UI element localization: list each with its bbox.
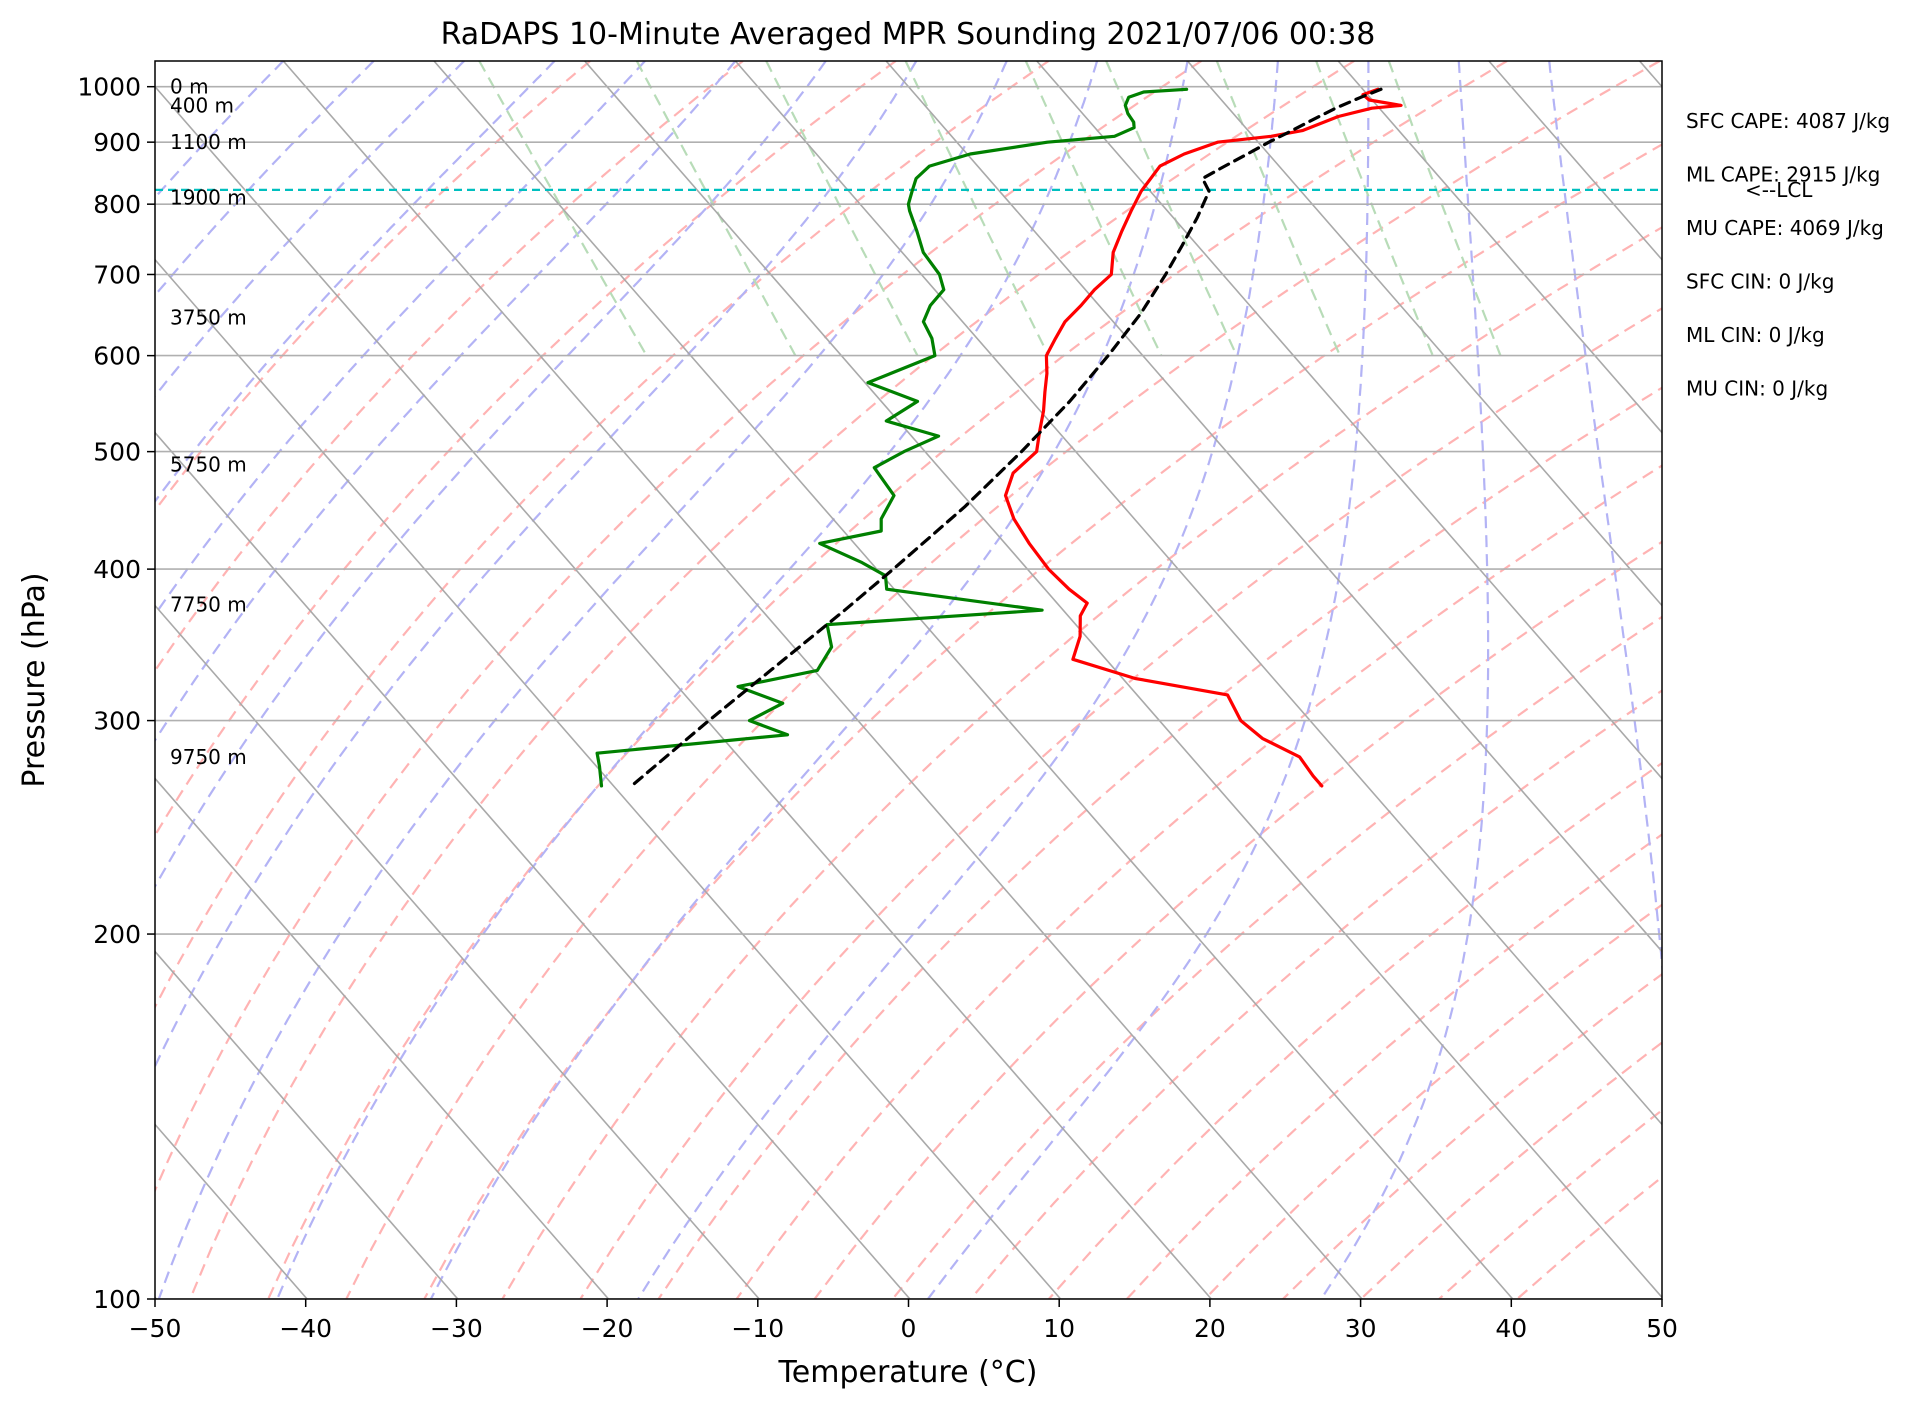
moist-adiabat bbox=[0, 61, 645, 1299]
moist-adiabat bbox=[1321, 61, 1488, 1299]
height-label: 5750 m bbox=[170, 452, 247, 476]
x-tick-label: 50 bbox=[1646, 1314, 1678, 1343]
isotherm-line bbox=[133, 61, 1212, 1299]
dry-adiabat bbox=[346, 61, 1660, 1299]
x-axis-label: Temperature (°C) bbox=[778, 1355, 1038, 1390]
x-tick-label: 20 bbox=[1194, 1314, 1226, 1343]
plot-frame bbox=[155, 61, 1662, 1299]
isotherm-line bbox=[283, 61, 1362, 1299]
dry-adiabat bbox=[1127, 61, 1925, 1299]
mixing-ratio-line bbox=[637, 61, 796, 356]
isotherm-line bbox=[585, 61, 1664, 1299]
dry-adiabat bbox=[815, 61, 1925, 1299]
y-tick-label: 100 bbox=[93, 1285, 141, 1314]
height-label: 400 m bbox=[170, 93, 234, 117]
y-tick-label: 600 bbox=[93, 342, 141, 371]
x-tick-label: −30 bbox=[430, 1314, 483, 1343]
dry-adiabat bbox=[659, 61, 1925, 1299]
moist-adiabat bbox=[159, 61, 1007, 1299]
chart-title: RaDAPS 10-Minute Averaged MPR Sounding 2… bbox=[441, 17, 1376, 52]
dry-adiabat bbox=[1361, 61, 1925, 1299]
index-value: MU CIN: 0 J/kg bbox=[1686, 377, 1828, 401]
index-value: ML CAPE: 2915 J/kg bbox=[1686, 163, 1880, 187]
mixing-ratio-line bbox=[766, 61, 917, 356]
index-value: SFC CIN: 0 J/kg bbox=[1686, 270, 1834, 294]
x-tick-label: 30 bbox=[1345, 1314, 1377, 1343]
y-tick-label: 400 bbox=[93, 555, 141, 584]
y-axis-label: Pressure (hPa) bbox=[17, 572, 52, 787]
x-tick-label: −40 bbox=[279, 1314, 332, 1343]
x-tick-label: 0 bbox=[901, 1314, 917, 1343]
isotherm-line bbox=[0, 61, 759, 1299]
y-tick-label: 700 bbox=[93, 260, 141, 289]
moist-adiabat bbox=[0, 61, 464, 1299]
mixing-ratio-line bbox=[1316, 61, 1433, 356]
background-lines bbox=[0, 61, 1925, 1299]
dry-adiabat bbox=[1283, 61, 1925, 1299]
y-tick-label: 200 bbox=[93, 920, 141, 949]
height-label: 1900 m bbox=[170, 186, 247, 210]
parcel-path bbox=[632, 89, 1381, 786]
temperature-profile bbox=[1006, 89, 1402, 786]
isotherm-line bbox=[1188, 61, 1925, 1299]
dry-adiabat bbox=[0, 61, 896, 1299]
dry-adiabat bbox=[268, 61, 1507, 1299]
height-label: 7750 m bbox=[170, 593, 247, 617]
dewpoint-profile bbox=[597, 89, 1187, 786]
dry-adiabat bbox=[1439, 61, 1925, 1299]
moist-adiabat bbox=[64, 61, 916, 1299]
isotherm-line bbox=[735, 61, 1814, 1299]
y-tick-label: 1000 bbox=[77, 73, 141, 102]
x-tick-label: −10 bbox=[731, 1314, 784, 1343]
index-value: MU CAPE: 4069 J/kg bbox=[1686, 216, 1884, 240]
isotherm-line bbox=[0, 61, 6, 1299]
moist-adiabat bbox=[0, 61, 826, 1299]
isotherm-line bbox=[0, 61, 458, 1299]
dry-adiabat bbox=[1517, 61, 1925, 1299]
y-tick-label: 500 bbox=[93, 438, 141, 467]
y-tick-label: 900 bbox=[93, 128, 141, 157]
height-label: 1100 m bbox=[170, 130, 247, 154]
x-tick-label: 10 bbox=[1043, 1314, 1075, 1343]
mixing-ratio-line bbox=[1026, 61, 1162, 356]
moist-adiabat bbox=[0, 61, 374, 1299]
mixing-ratio-line bbox=[1217, 61, 1340, 356]
dry-adiabat bbox=[1205, 61, 1925, 1299]
index-value: ML CIN: 0 J/kg bbox=[1686, 323, 1825, 347]
x-tick-label: 40 bbox=[1495, 1314, 1527, 1343]
dry-adiabat bbox=[424, 61, 1812, 1299]
isotherm-line bbox=[0, 61, 609, 1299]
height-label: 9750 m bbox=[170, 745, 247, 769]
x-tick-label: −20 bbox=[581, 1314, 634, 1343]
isotherm-line bbox=[1489, 61, 1925, 1299]
dry-adiabat bbox=[580, 61, 1925, 1299]
y-tick-label: 800 bbox=[93, 190, 141, 219]
axis-ticks: −50 −40 −30 −20 −10 0 10 20 30 40 50 1000 900 800 700 6… bbox=[77, 73, 1678, 1343]
isotherm-line bbox=[1037, 61, 1925, 1299]
y-tick-label: 300 bbox=[93, 707, 141, 736]
index-value: SFC CAPE: 4087 J/kg bbox=[1686, 109, 1890, 133]
isotherm-line bbox=[886, 61, 1925, 1299]
height-label: 3750 m bbox=[170, 306, 247, 330]
isotherm-line bbox=[1640, 61, 1925, 1299]
x-tick-label: −50 bbox=[129, 1314, 182, 1343]
isotherm-line bbox=[1790, 61, 1925, 1299]
